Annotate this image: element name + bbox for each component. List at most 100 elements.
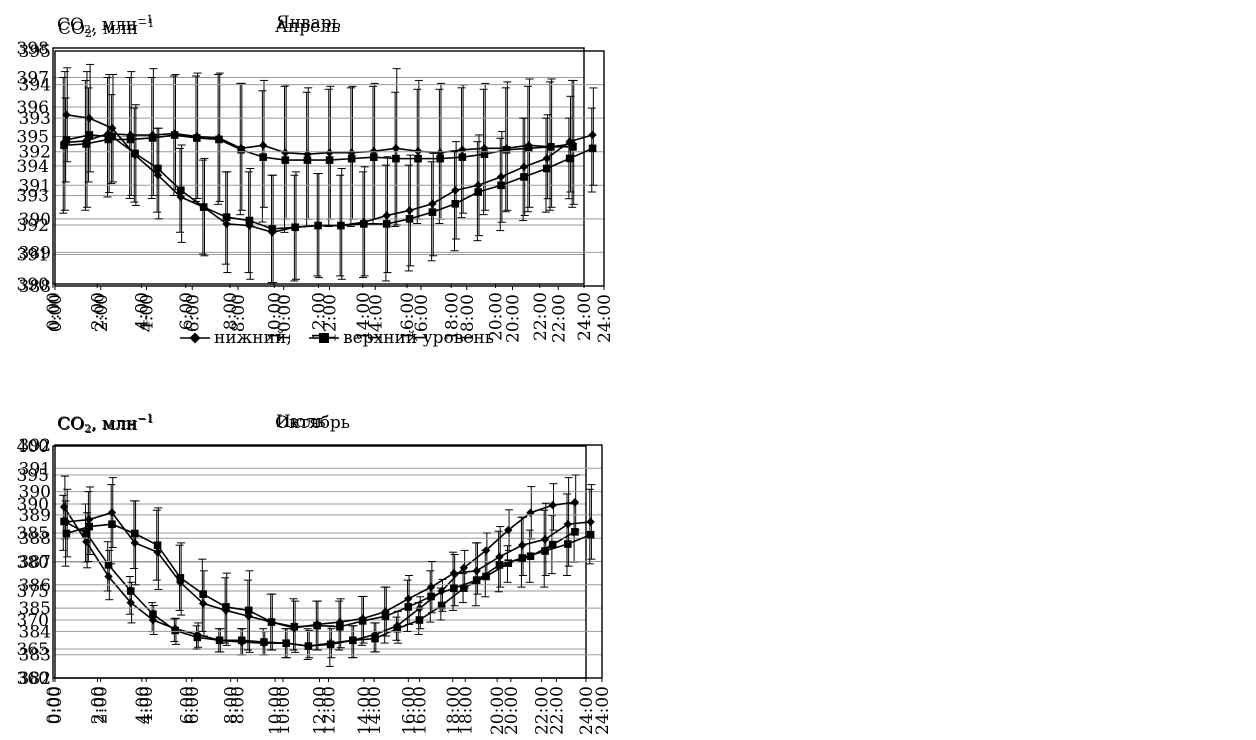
- data-point-square: [267, 618, 276, 626]
- data-point-square: [222, 603, 230, 611]
- data-point-square: [547, 143, 555, 151]
- data-point-diamond: [437, 586, 446, 596]
- chart-svg: 388 389 390 391 392 393 394 395 0:00 2:00 4:00 6:00…: [19, 42, 615, 343]
- data-point-diamond: [258, 141, 268, 150]
- y-tick-label: 388: [19, 529, 51, 549]
- data-point-diamond: [382, 211, 391, 220]
- data-point-diamond: [563, 520, 573, 529]
- y-tick-label: 370: [17, 611, 49, 631]
- data-point-square: [108, 520, 116, 529]
- x-tick-label: 6:00: [183, 294, 203, 332]
- x-tick-label: 24:00: [595, 294, 615, 343]
- x-tick-label: 2:00: [88, 292, 108, 330]
- x-tick-label: 14:00: [365, 686, 385, 735]
- data-point-square: [480, 150, 489, 158]
- data-point-square: [460, 584, 468, 592]
- data-point-square: [414, 154, 422, 163]
- data-point-square: [177, 186, 185, 195]
- data-point-square: [569, 143, 577, 151]
- data-point-diamond: [85, 113, 94, 123]
- data-point-square: [518, 554, 527, 562]
- data-point-square: [60, 141, 68, 150]
- x-tick-label: 20:00: [504, 294, 524, 343]
- data-point-diamond: [153, 171, 163, 180]
- x-tick-label: 8:00: [229, 294, 249, 332]
- x-tick-label: 0:00: [44, 686, 64, 724]
- data-point-square: [170, 131, 179, 139]
- x-tick-label: 18:00: [456, 686, 476, 735]
- x-tick-label: 10:00: [265, 292, 285, 341]
- x-tick-label: 6:00: [177, 292, 197, 330]
- x-tick-label: 18:00: [444, 686, 464, 735]
- data-point-square: [215, 636, 224, 645]
- y-tick-label: 387: [19, 553, 51, 573]
- data-point-diamond: [391, 144, 401, 153]
- data-point-square: [304, 642, 313, 650]
- data-point-square: [126, 587, 135, 595]
- data-point-square: [104, 135, 113, 144]
- data-point-square: [337, 221, 345, 230]
- data-point-square: [314, 221, 322, 230]
- data-point-diamond: [148, 615, 158, 625]
- y-unit-label: CO2, млн−1: [58, 17, 155, 40]
- x-tick-label: 12:00: [321, 294, 341, 343]
- y-tick-label: 395: [17, 128, 49, 148]
- x-tick-label: 4:00: [133, 686, 153, 724]
- y-unit-label: CO2, млн−1: [57, 412, 154, 435]
- x-tick-label: 0:00: [46, 686, 66, 724]
- x-tick-label: 4:00: [137, 686, 157, 724]
- data-point-square: [154, 164, 162, 173]
- x-tick-label: 22:00: [533, 686, 553, 735]
- y-tick-label: 394: [17, 157, 49, 177]
- data-point-diamond: [542, 154, 552, 163]
- data-point-square: [349, 636, 357, 645]
- x-tick-label: 14:00: [366, 294, 386, 343]
- data-point-square: [222, 213, 231, 221]
- data-point-diamond: [222, 219, 231, 229]
- y-unit-label: CO2, млн−1: [57, 13, 154, 36]
- data-point-diamond: [325, 148, 334, 157]
- y-tick-label: 395: [19, 42, 51, 62]
- data-point-square: [259, 153, 267, 161]
- y-tick-label: 392: [19, 143, 51, 163]
- data-point-square: [586, 530, 595, 539]
- data-point-square: [126, 135, 135, 144]
- data-point-diamond: [426, 582, 436, 592]
- legend-item-lower: нижний,: [180, 328, 292, 348]
- y-tick-label: 394: [19, 76, 51, 96]
- x-tick-label: 10:00: [266, 686, 286, 735]
- y-tick-label: 391: [17, 246, 49, 266]
- data-point-square: [347, 154, 356, 163]
- data-point-square: [303, 156, 312, 164]
- x-tick-label: 20:00: [488, 686, 508, 735]
- data-point-square: [571, 528, 579, 536]
- data-point-square: [548, 540, 557, 549]
- data-point-diamond: [526, 508, 535, 517]
- data-point-square: [437, 601, 446, 610]
- y-tick-label: 389: [19, 243, 51, 263]
- x-tick-label: 0:00: [44, 292, 64, 330]
- x-tick-label: 20:00: [487, 292, 507, 341]
- data-point-square: [520, 173, 528, 181]
- data-point-diamond: [107, 124, 117, 133]
- y-tick-label: 395: [17, 466, 49, 486]
- data-point-diamond: [449, 568, 459, 578]
- chart-october: CO2, млн−1 Октябрь 382 383 384 385 386 387 388…: [0, 392, 616, 740]
- x-tick-label: 22:00: [549, 294, 569, 343]
- data-point-square: [82, 140, 90, 148]
- data-point-square: [62, 136, 71, 144]
- data-point-square: [199, 203, 208, 211]
- data-point-square: [193, 134, 201, 142]
- y-tick-label: 385: [19, 599, 51, 619]
- data-point-square: [290, 622, 299, 631]
- y-tick-label: 396: [17, 98, 49, 118]
- data-point-square: [451, 199, 460, 208]
- y-tick-label: 365: [17, 640, 49, 660]
- diamond-marker-icon: [180, 332, 210, 344]
- x-tick-label: 2:00: [92, 686, 112, 724]
- data-point-square: [85, 522, 93, 531]
- data-point-square: [428, 208, 437, 216]
- data-point-diamond: [62, 110, 71, 119]
- chart-january: CO2, млн−1 Январь 390 391 392 393 394 395 396 3…: [0, 0, 600, 341]
